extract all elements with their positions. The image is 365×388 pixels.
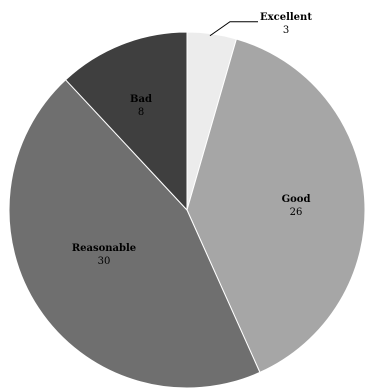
slice-value-bad: 8 (138, 107, 144, 118)
slice-label-good: Good (282, 194, 311, 205)
slice-label-reasonable: Reasonable (72, 243, 136, 254)
slice-value-reasonable: 30 (98, 256, 111, 267)
slice-value-excellent: 3 (283, 25, 289, 36)
slices-layer (8, 31, 365, 388)
slice-value-good: 26 (290, 207, 303, 218)
leader-line-excellent (209, 21, 258, 37)
slice-label-excellent: Excellent (260, 12, 312, 23)
slice-label-bad: Bad (130, 94, 152, 105)
pie-slice-bad (64, 31, 188, 212)
leaders-layer (209, 21, 258, 37)
labels-layer: Excellent 3 Good 26 Reasonable 30 Bad 8 (72, 12, 313, 267)
